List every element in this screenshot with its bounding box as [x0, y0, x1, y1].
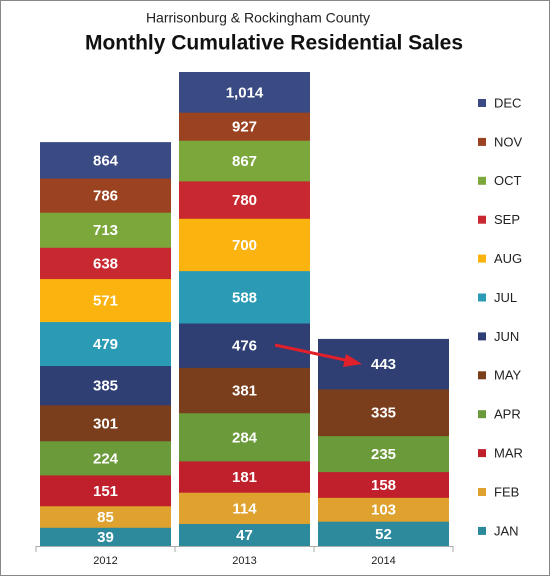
legend-swatch — [478, 332, 486, 341]
value-label: 479 — [93, 336, 118, 353]
legend-swatch — [478, 410, 486, 419]
value-label: 47 — [236, 527, 253, 544]
value-label: 1,014 — [226, 84, 264, 101]
legend-swatch — [478, 99, 486, 107]
value-label: 864 — [93, 152, 119, 169]
value-label: 85 — [97, 509, 114, 526]
value-label: 588 — [232, 289, 257, 306]
x-tick-label: 2013 — [232, 555, 256, 567]
value-label: 385 — [93, 378, 118, 395]
value-label: 381 — [232, 383, 257, 400]
value-label: 284 — [232, 429, 258, 446]
legend-label: DEC — [494, 95, 521, 110]
plot: 39 47 52 85 114 103 151 181 158 224 284 235 301 381 33… — [40, 72, 449, 547]
value-label: 158 — [371, 477, 396, 494]
legend-label: FEB — [494, 484, 519, 499]
legend-label: OCT — [494, 173, 522, 188]
legend-swatch — [478, 449, 486, 458]
value-label: 927 — [232, 119, 257, 136]
bar — [318, 521, 449, 546]
value-label: 114 — [232, 500, 257, 517]
arrow-head — [343, 354, 362, 367]
chart-subtitle: Harrisonburg & Rockingham County — [146, 10, 370, 26]
x-tick-label: 2014 — [371, 555, 395, 567]
legend-label: JUL — [494, 290, 517, 305]
legend-label: JUN — [494, 329, 519, 344]
legend-label: AUG — [494, 251, 522, 266]
value-label: 103 — [371, 502, 396, 519]
value-label: 235 — [371, 446, 396, 463]
value-label: 335 — [371, 405, 396, 422]
value-label: 713 — [93, 222, 118, 239]
value-label: 39 — [97, 529, 114, 546]
legend-label: SEP — [494, 212, 520, 227]
value-label: 786 — [93, 188, 118, 205]
value-label: 301 — [93, 415, 118, 432]
value-label: 224 — [93, 450, 119, 467]
legend-label: APR — [494, 407, 521, 422]
bar — [40, 527, 171, 546]
value-label: 52 — [375, 526, 392, 543]
legend-swatch — [478, 488, 486, 496]
chart-title: Monthly Cumulative Residential Sales — [85, 32, 463, 55]
value-label: 638 — [93, 255, 118, 272]
value-label: 476 — [232, 338, 257, 355]
legend-label: JAN — [494, 523, 519, 538]
value-label: 151 — [93, 483, 118, 500]
arrow — [274, 343, 351, 363]
value-label: 867 — [232, 153, 257, 170]
legend-label: NOV — [494, 134, 523, 149]
bar — [179, 524, 310, 546]
legend-swatch — [478, 176, 486, 185]
value-label: 443 — [371, 356, 396, 373]
legend-swatch — [478, 371, 486, 380]
legend-swatch — [478, 254, 486, 263]
value-label: 571 — [93, 293, 118, 310]
legend-swatch — [478, 526, 486, 535]
legend-swatch — [478, 215, 486, 224]
legend-label: MAY — [494, 368, 522, 383]
x-tick-label: 2012 — [93, 555, 117, 567]
legend-swatch — [478, 137, 486, 146]
legend-swatch — [478, 293, 486, 302]
legend-label: MAR — [494, 446, 523, 461]
value-label: 181 — [232, 469, 257, 486]
value-label: 700 — [232, 237, 257, 254]
value-label: 780 — [232, 192, 257, 209]
